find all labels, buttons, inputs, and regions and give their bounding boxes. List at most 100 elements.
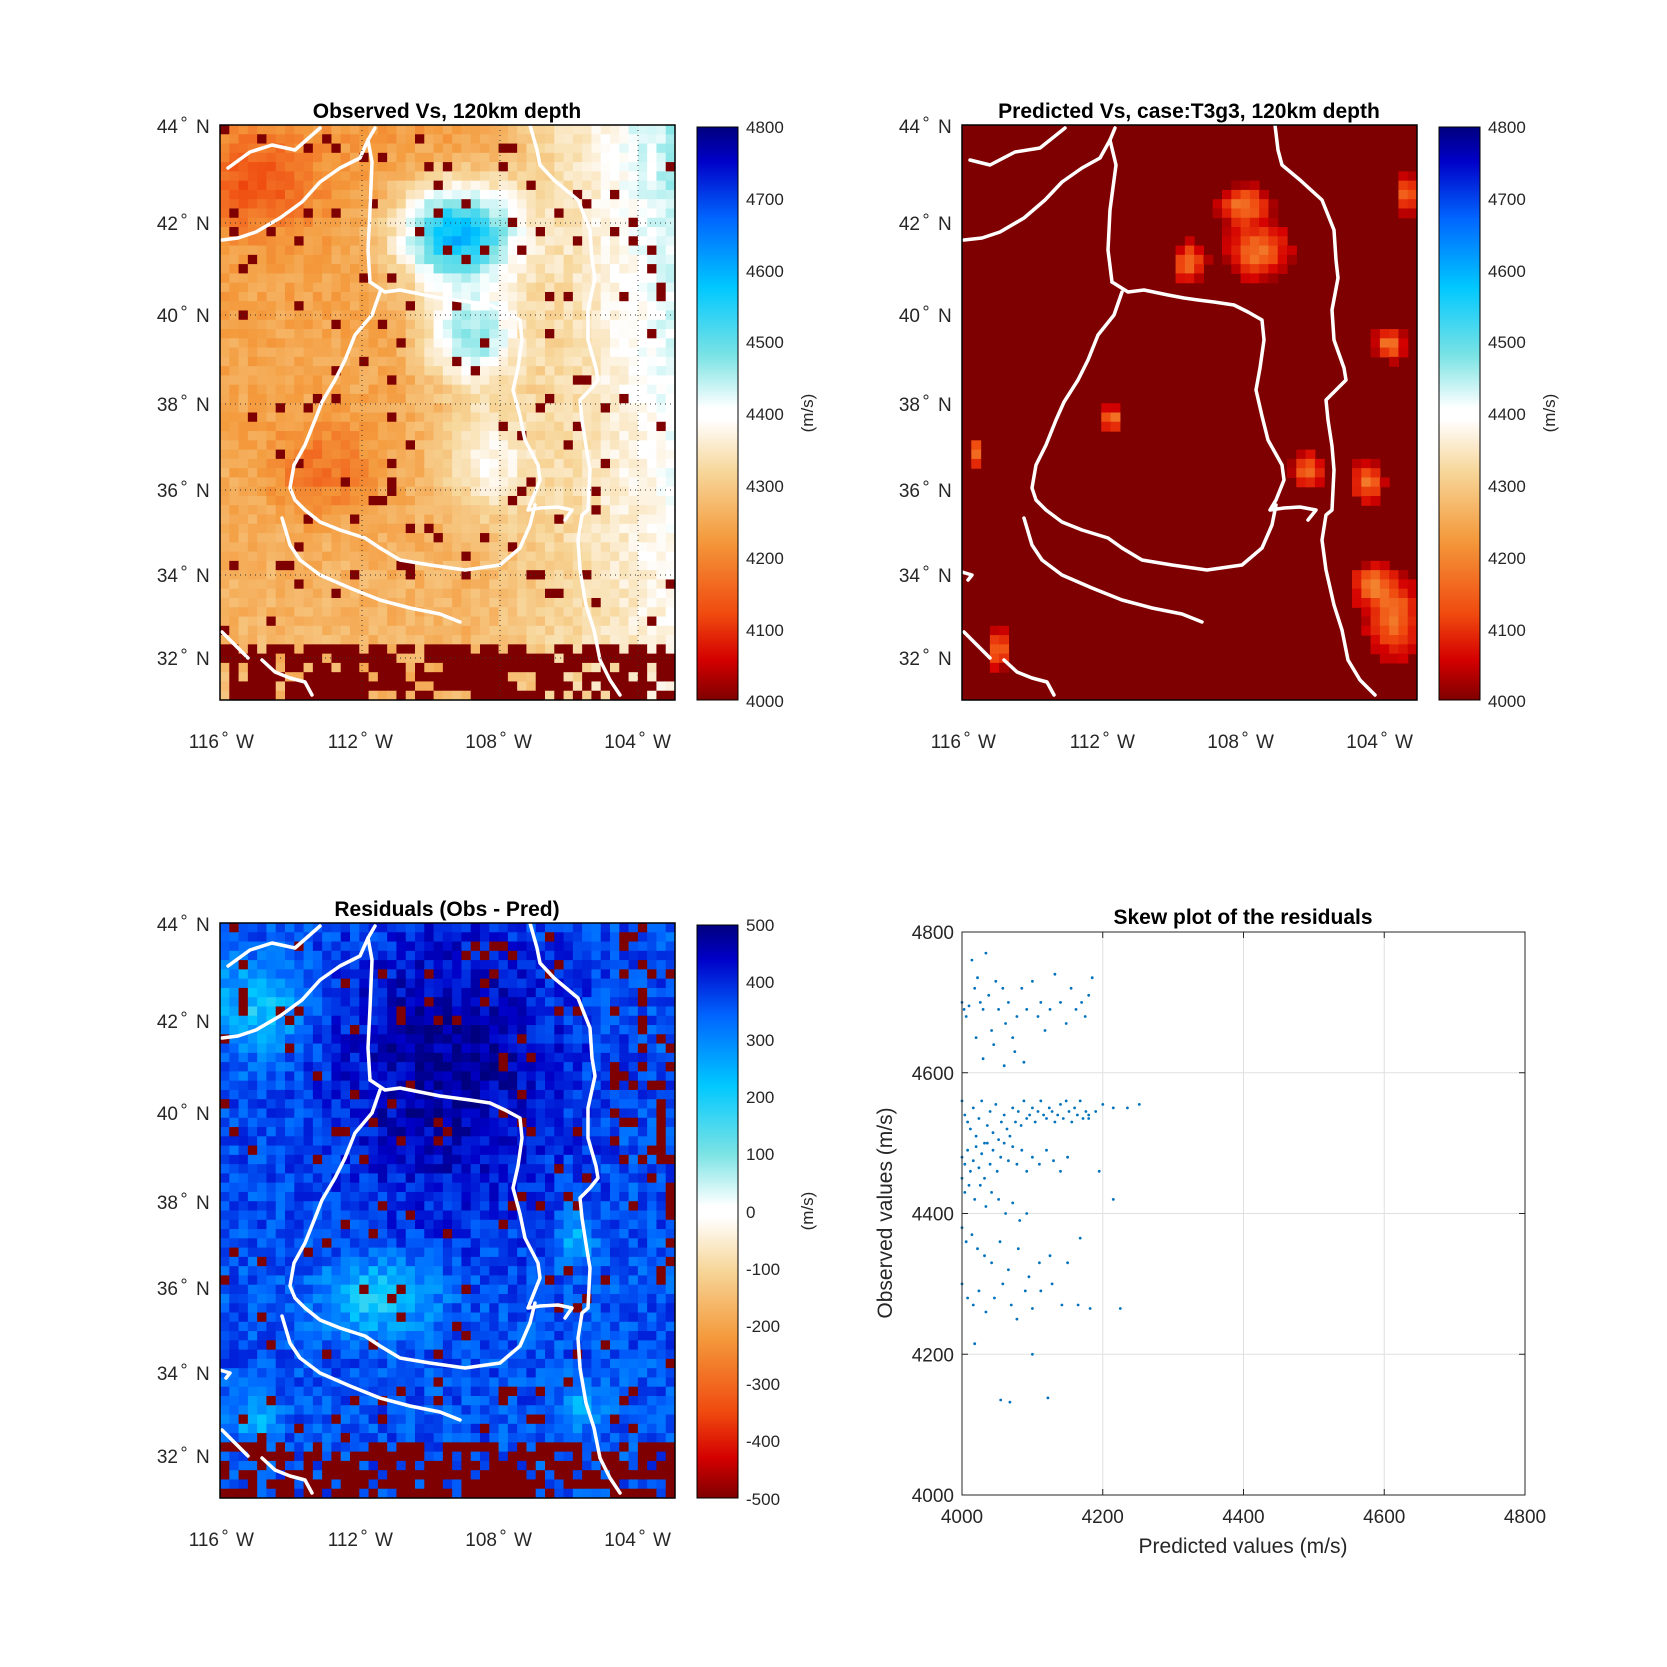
map-cell xyxy=(322,152,333,163)
map-cell xyxy=(387,1164,398,1174)
map-cell xyxy=(433,319,444,330)
map-cell xyxy=(489,1201,500,1212)
map-cell xyxy=(433,523,444,534)
map-cell xyxy=(582,180,593,191)
map-cell xyxy=(405,282,416,293)
map-cell xyxy=(303,941,314,952)
map-cell xyxy=(545,495,555,506)
map-cell xyxy=(387,1219,398,1230)
boundary-line xyxy=(220,630,250,660)
map-cell xyxy=(415,329,425,339)
map-cell xyxy=(507,366,518,376)
map-cell xyxy=(247,254,258,265)
map-cell xyxy=(489,505,500,516)
colorbar-unit-label: (m/s) xyxy=(798,394,817,433)
map-cell xyxy=(303,635,314,645)
map-cell xyxy=(433,440,444,451)
map-cell xyxy=(470,431,481,441)
map-cell xyxy=(507,588,518,599)
map-cell xyxy=(405,125,416,135)
map-cell xyxy=(340,301,351,312)
map-cell xyxy=(387,254,398,265)
map-cell xyxy=(489,1089,500,1100)
map-cell xyxy=(312,960,323,970)
map-cell xyxy=(507,662,518,673)
map-cell xyxy=(331,1136,342,1147)
map-cell xyxy=(405,477,416,488)
map-cell xyxy=(359,356,370,367)
lat-tick-hemi: N xyxy=(938,566,952,587)
map-cell xyxy=(517,236,528,247)
map-cell xyxy=(238,1173,249,1184)
map-cell xyxy=(359,486,370,497)
map-cell xyxy=(229,421,240,432)
map-cell xyxy=(637,1015,648,1026)
map-cell xyxy=(610,301,620,312)
map-cell xyxy=(517,672,528,683)
map-cell xyxy=(489,523,500,534)
map-cell xyxy=(275,189,286,200)
map-cell xyxy=(572,125,583,135)
map-cell xyxy=(433,570,444,581)
colorbar-tick-label: 4800 xyxy=(1488,118,1526,137)
map-cell xyxy=(1268,227,1279,237)
map-cell xyxy=(582,570,593,581)
map-cell xyxy=(452,291,463,302)
map-cell xyxy=(526,950,537,961)
map-cell xyxy=(424,431,435,441)
map-cell xyxy=(377,152,388,163)
map-cell xyxy=(340,180,351,191)
map-cell xyxy=(359,393,370,404)
map-cell xyxy=(350,1015,360,1026)
map-cell xyxy=(247,486,258,497)
map-cell xyxy=(229,273,240,284)
map-cell xyxy=(229,1201,240,1212)
map-cell xyxy=(619,227,630,237)
map-cell xyxy=(229,1043,240,1054)
map-cell xyxy=(647,672,658,683)
map-cell xyxy=(461,1127,472,1137)
lat-tick-label: 38 xyxy=(157,395,178,416)
map-cell xyxy=(619,310,630,321)
map-cell xyxy=(637,1173,648,1184)
map-cell xyxy=(415,1136,425,1147)
map-cell xyxy=(442,662,453,673)
map-cell xyxy=(470,1034,481,1045)
map-cell xyxy=(572,597,583,608)
map-cell xyxy=(312,338,323,349)
map-cell xyxy=(665,366,675,376)
map-cell xyxy=(647,635,658,645)
boundary-line xyxy=(1273,125,1377,697)
map-cell xyxy=(489,653,500,664)
map-cell xyxy=(1361,625,1372,636)
map-cell xyxy=(275,254,286,265)
map-cell xyxy=(415,1015,425,1026)
map-cell xyxy=(294,431,305,441)
map-cell xyxy=(424,356,435,367)
map-cell xyxy=(572,1117,583,1128)
map-cell xyxy=(220,987,230,998)
map-cell xyxy=(647,431,658,441)
map-cell xyxy=(340,199,351,210)
map-cell xyxy=(405,1173,416,1184)
map-cell xyxy=(220,1052,230,1063)
map-cell xyxy=(368,291,379,302)
map-cell xyxy=(433,264,444,274)
colorbar-tick-label: 4300 xyxy=(746,477,784,496)
map-cell xyxy=(377,1145,388,1156)
map-cell xyxy=(489,1062,500,1072)
map-cell xyxy=(331,644,342,655)
map-cell xyxy=(461,588,472,599)
map-cell xyxy=(665,644,675,655)
map-cell xyxy=(619,217,630,228)
map-cell xyxy=(1398,199,1409,210)
map-cell xyxy=(1361,579,1372,590)
map-cell xyxy=(656,338,667,349)
map-cell xyxy=(229,338,240,349)
map-cell xyxy=(610,523,620,534)
map-cell xyxy=(637,681,648,692)
map-cell xyxy=(387,1015,398,1026)
map-cell xyxy=(303,1191,314,1202)
lat-tick-label: 44 xyxy=(899,117,921,138)
map-cell xyxy=(610,1089,620,1100)
